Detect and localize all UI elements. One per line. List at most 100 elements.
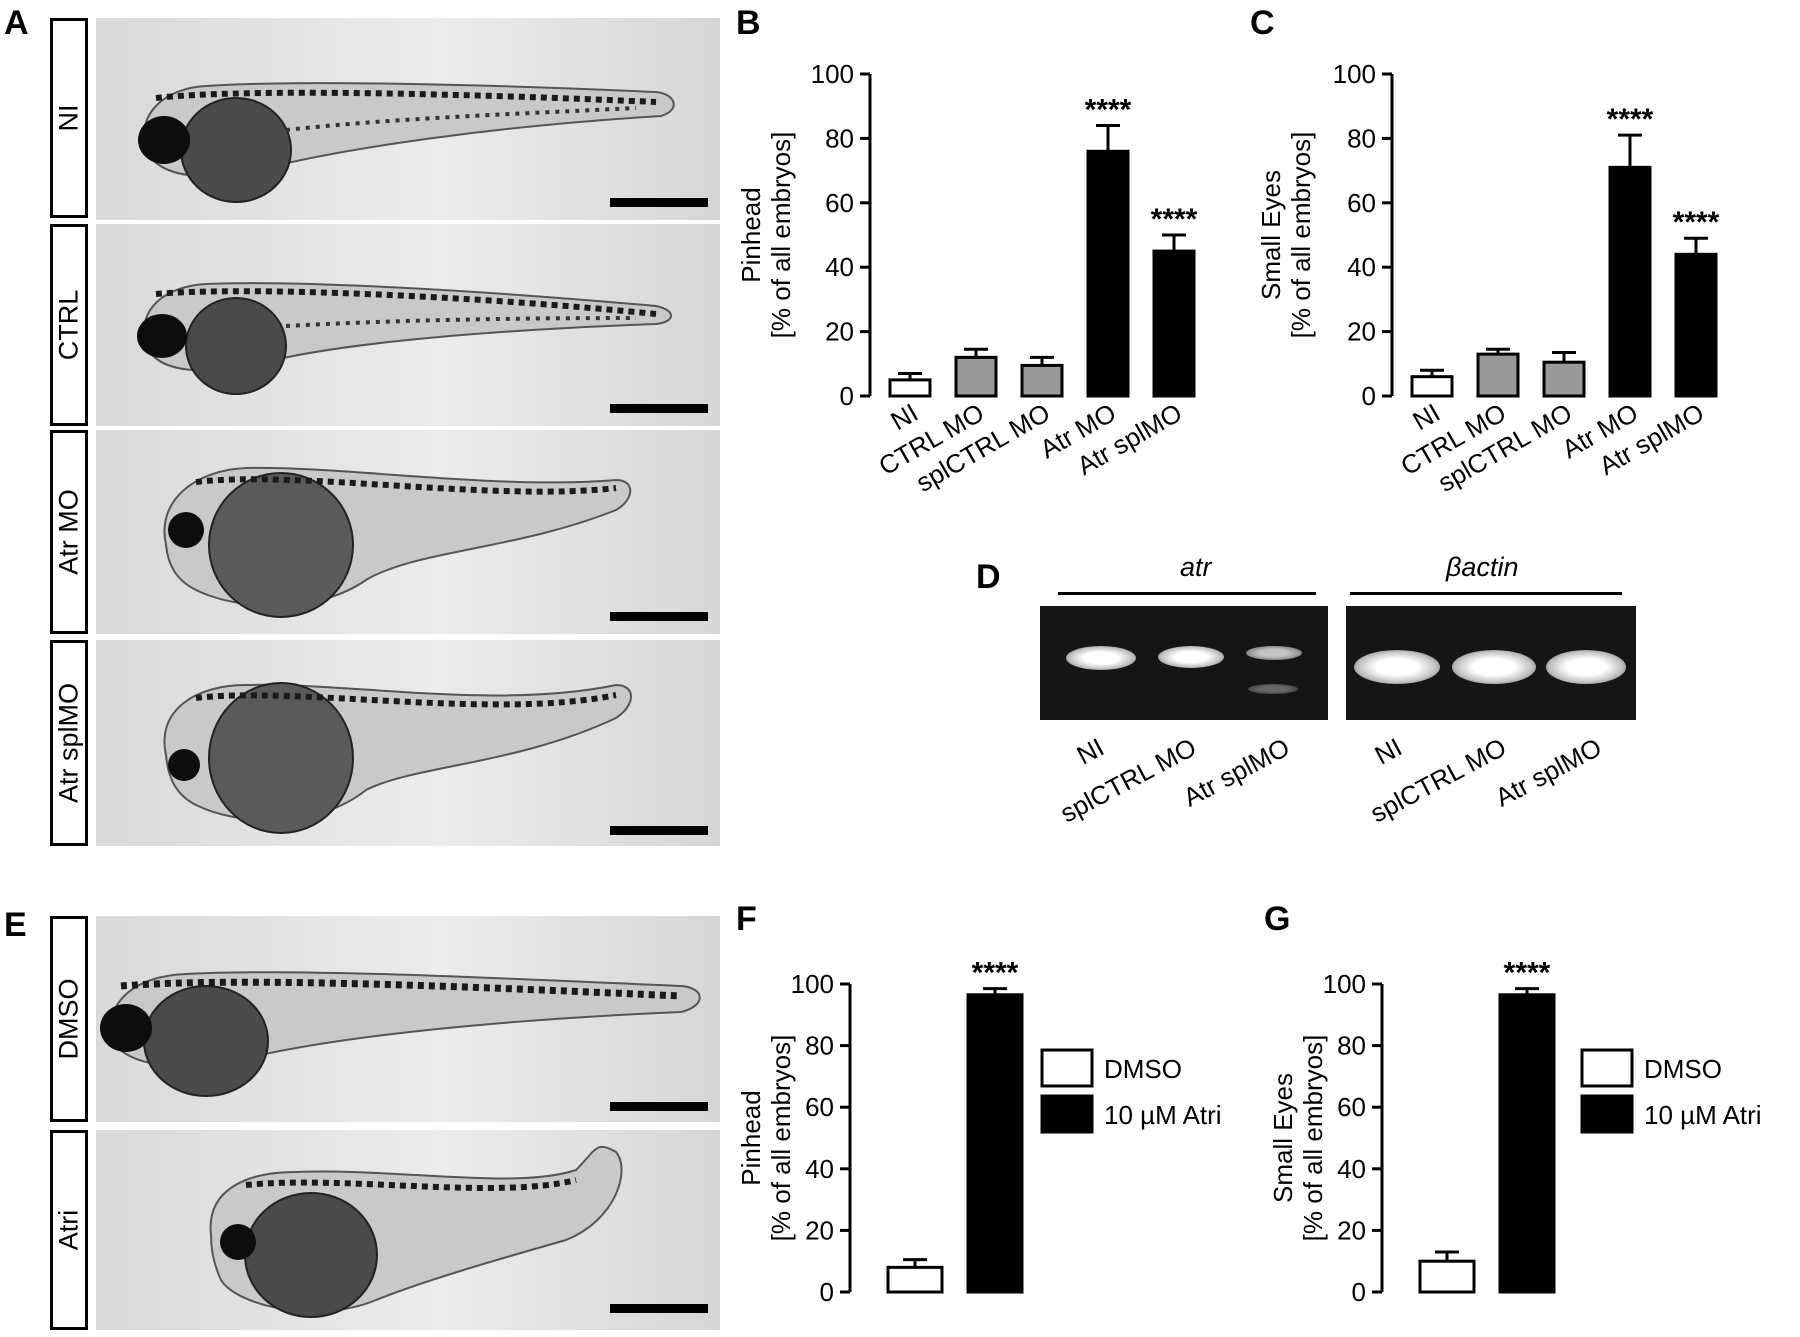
bar bbox=[1608, 165, 1652, 398]
legend-label: 10 µM Atri bbox=[1104, 1100, 1222, 1130]
y-tick-label: 20 bbox=[825, 317, 854, 347]
bar bbox=[1542, 360, 1586, 398]
y-tick-label: 60 bbox=[1337, 1092, 1366, 1122]
gene-label-atr: atr bbox=[1180, 552, 1212, 582]
bar bbox=[1418, 1259, 1476, 1294]
embryo-atr-splmo bbox=[163, 682, 632, 834]
legend-label: DMSO bbox=[1104, 1054, 1182, 1084]
bar bbox=[886, 1265, 944, 1294]
y-tick-label: 40 bbox=[1337, 1154, 1366, 1184]
bar bbox=[1152, 249, 1196, 398]
gel-band bbox=[1546, 650, 1626, 684]
bar bbox=[1086, 149, 1130, 398]
y-axis-label: [% of all embryos] bbox=[766, 132, 796, 339]
y-axis-label: Small Eyes bbox=[1256, 170, 1286, 300]
bar bbox=[1410, 375, 1454, 398]
embryo-photo-ctrl bbox=[96, 224, 720, 426]
legend-swatch bbox=[1580, 1094, 1634, 1134]
y-tick-label: 80 bbox=[1337, 1031, 1366, 1061]
panel-letter-e: E bbox=[4, 906, 27, 944]
y-tick-label: 80 bbox=[805, 1031, 834, 1061]
embryo-photo-atri bbox=[96, 1130, 720, 1330]
significance-label: **** bbox=[1504, 957, 1551, 990]
y-tick-label: 40 bbox=[1347, 252, 1376, 282]
embryo-dmso bbox=[100, 971, 701, 1097]
significance-label: **** bbox=[1673, 206, 1720, 239]
embryo-photo-dmso bbox=[96, 916, 720, 1122]
y-axis-label: Pinhead bbox=[736, 1090, 766, 1185]
gel-band bbox=[1158, 646, 1224, 668]
bar bbox=[966, 993, 1024, 1294]
scale-bar bbox=[610, 1102, 708, 1111]
gel-lane-label: NI bbox=[1071, 731, 1109, 771]
y-tick-label: 20 bbox=[805, 1215, 834, 1245]
y-axis-label: Small Eyes bbox=[1270, 1073, 1298, 1203]
y-tick-label: 100 bbox=[1333, 59, 1376, 89]
y-axis-label: [% of all embryos] bbox=[1298, 1035, 1328, 1242]
bar bbox=[888, 378, 932, 398]
scale-bar bbox=[610, 198, 708, 207]
scale-bar bbox=[610, 612, 708, 621]
gel-lane-label: NI bbox=[1369, 731, 1407, 771]
gel-lane-label: Atr splMO bbox=[1178, 731, 1295, 813]
panel-letter-b: B bbox=[736, 4, 761, 42]
y-tick-label: 0 bbox=[840, 381, 854, 411]
gel-band bbox=[1452, 650, 1536, 684]
y-tick-label: 40 bbox=[825, 252, 854, 282]
bar bbox=[1020, 363, 1064, 398]
embryo-photo-atr-mo bbox=[96, 430, 720, 634]
gene-bracket-bactin bbox=[1350, 592, 1622, 595]
y-tick-label: 0 bbox=[1362, 381, 1376, 411]
panel-letter-c: C bbox=[1250, 4, 1275, 42]
legend-label: 10 µM Atri bbox=[1644, 1100, 1762, 1130]
bar-chart-c: 0 20 40 60 80 100 Small Eyes [% of all embryos]… bbox=[1256, 59, 1720, 498]
y-tick-label: 20 bbox=[1347, 317, 1376, 347]
panel-letter-g: G bbox=[1264, 900, 1291, 938]
gel-band bbox=[1066, 646, 1136, 670]
y-tick-label: 0 bbox=[1352, 1277, 1366, 1307]
y-tick-label: 20 bbox=[1337, 1215, 1366, 1245]
significance-label: **** bbox=[1151, 203, 1198, 236]
gene-label-bactin: βactin bbox=[1446, 552, 1519, 582]
y-tick-label: 80 bbox=[1347, 123, 1376, 153]
significance-label: **** bbox=[1607, 103, 1654, 136]
image-label-ni: NI bbox=[50, 18, 88, 218]
bar-chart-f: 0 20 40 60 80 100 Pinhead [% of all embryos] ***… bbox=[736, 957, 1222, 1307]
image-label-dmso: DMSO bbox=[50, 916, 88, 1122]
legend-swatch bbox=[1580, 1048, 1634, 1088]
gel-band bbox=[1248, 684, 1298, 694]
scale-bar bbox=[610, 826, 708, 835]
image-label-ctrl: CTRL bbox=[50, 224, 88, 426]
image-label-atri: Atri bbox=[50, 1130, 88, 1330]
bar-chart-g: 0 20 40 60 80 100 Small Eyes [% of all embryos]… bbox=[1270, 957, 1762, 1307]
scale-bar bbox=[610, 1304, 708, 1313]
gene-bracket-atr bbox=[1058, 592, 1316, 595]
panel-letter-d: D bbox=[976, 558, 1001, 596]
y-tick-label: 100 bbox=[791, 969, 834, 999]
gel-band bbox=[1246, 646, 1302, 660]
gel-bactin bbox=[1346, 606, 1636, 720]
y-tick-label: 80 bbox=[825, 123, 854, 153]
embryo-photo-atr-splmo bbox=[96, 640, 720, 846]
image-label-atr-mo: Atr MO bbox=[50, 430, 88, 634]
y-tick-label: 60 bbox=[825, 188, 854, 218]
y-tick-label: 60 bbox=[805, 1092, 834, 1122]
embryo-atri bbox=[209, 1145, 623, 1318]
bar bbox=[1498, 993, 1556, 1294]
panel-letter-f: F bbox=[736, 900, 757, 938]
gel-band bbox=[1354, 650, 1440, 684]
embryo-photo-ni bbox=[96, 18, 720, 220]
gel-lane-label: Atr splMO bbox=[1490, 731, 1607, 813]
bar bbox=[1674, 252, 1718, 398]
embryo-atr-mo bbox=[163, 466, 632, 618]
significance-label: **** bbox=[1085, 94, 1132, 127]
y-tick-label: 40 bbox=[805, 1154, 834, 1184]
y-tick-label: 60 bbox=[1347, 188, 1376, 218]
legend-swatch bbox=[1040, 1048, 1094, 1088]
y-tick-label: 100 bbox=[1323, 969, 1366, 999]
gel-atr bbox=[1040, 606, 1328, 720]
legend-swatch bbox=[1040, 1094, 1094, 1134]
image-label-atr-splmo: Atr splMO bbox=[50, 640, 88, 846]
legend-label: DMSO bbox=[1644, 1054, 1722, 1084]
